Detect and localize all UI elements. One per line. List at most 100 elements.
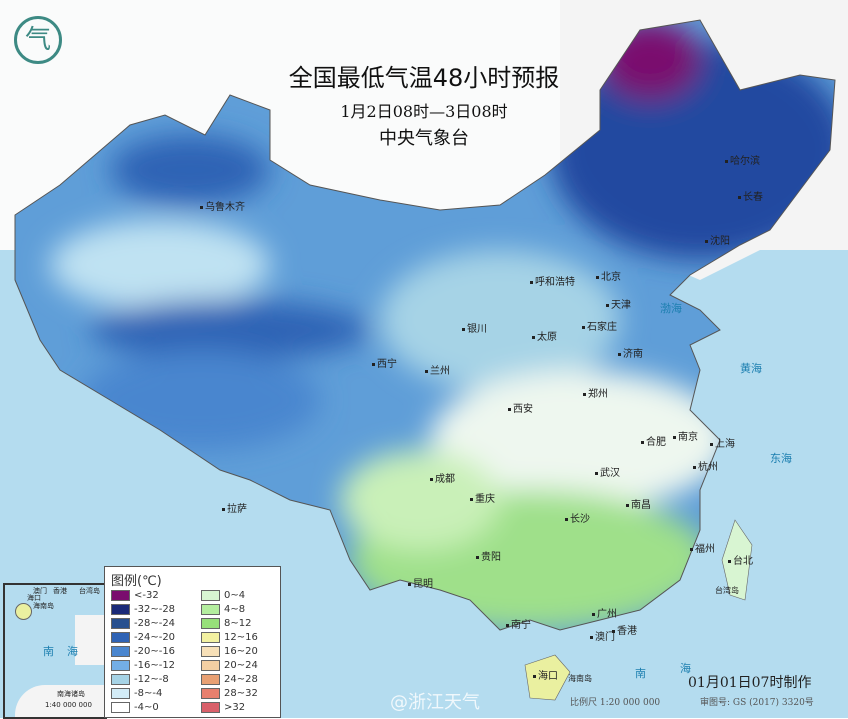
legend-label: >32 (224, 702, 246, 713)
city-label: 成都 (430, 470, 455, 485)
city-label: 长春 (738, 188, 763, 203)
legend-label: 28~32 (224, 688, 258, 699)
legend-item: -12~-8 (111, 673, 169, 686)
scale-label: 比例尺 1:20 000 000 (570, 698, 661, 708)
inset-land-south (15, 685, 105, 717)
legend-swatch (201, 646, 220, 657)
sea-label-south-1: 南 (635, 667, 646, 680)
city-label: 沈阳 (705, 232, 730, 247)
city-label: 广州 (592, 605, 617, 620)
city-label: 郑州 (583, 385, 608, 400)
legend-swatch (111, 646, 130, 657)
legend-swatch (111, 688, 130, 699)
city-label: 南宁 (506, 616, 531, 631)
legend-item: 12~16 (201, 631, 258, 644)
city-label: 西安 (508, 400, 533, 415)
legend-label: -20~-16 (134, 646, 176, 657)
south-sea-inset: 海口 海南岛 澳门 香港 台湾岛 南 海 南海诸岛 1:40 000 000 (3, 583, 107, 719)
sea-label-huanghai: 黄海 (740, 362, 762, 375)
legend-item: -24~-20 (111, 631, 175, 644)
legend-label: 20~24 (224, 660, 258, 671)
legend-label: -12~-8 (134, 674, 169, 685)
legend-item: 4~8 (201, 603, 245, 616)
legend-label: 16~20 (224, 646, 258, 657)
review-number: 审图号: GS (2017) 3320号 (700, 698, 814, 708)
legend-item: <-32 (111, 589, 159, 602)
taiwan-label: 台湾岛 (715, 586, 739, 595)
city-label: 南京 (673, 428, 698, 443)
city-label: 北京 (596, 268, 621, 283)
city-label: 昆明 (408, 575, 433, 590)
inset-macau: 澳门 (33, 587, 47, 595)
legend-swatch (201, 632, 220, 643)
legend-item: 8~12 (201, 617, 251, 630)
inset-hk: 香港 (53, 587, 67, 595)
logo-glyph: 气 (24, 25, 51, 55)
legend-label: -32~-28 (134, 604, 176, 615)
city-label: 长沙 (565, 510, 590, 525)
city-label: 香港 (612, 622, 637, 637)
legend-label: 4~8 (224, 604, 246, 615)
legend-swatch (201, 590, 220, 601)
inset-hainan (15, 603, 32, 620)
city-label: 合肥 (641, 433, 666, 448)
legend-swatch (111, 660, 130, 671)
legend-swatch (201, 660, 220, 671)
production-time: 01月01日07时制作 (688, 675, 812, 691)
legend-item: -32~-28 (111, 603, 175, 616)
city-label: 武汉 (595, 464, 620, 479)
city-label: 海口 (533, 667, 558, 682)
legend-swatch (111, 590, 130, 601)
legend-label: -24~-20 (134, 632, 176, 643)
city-label: 台北 (728, 552, 753, 567)
inset-haikou: 海口 (27, 594, 41, 602)
city-label: 乌鲁木齐 (200, 198, 245, 213)
legend-item: -16~-12 (111, 659, 175, 672)
sea-label-donghai: 东海 (770, 452, 792, 465)
legend-label: -4~0 (134, 702, 159, 713)
hainan-label: 海南岛 (568, 674, 592, 683)
legend-label: 12~16 (224, 632, 258, 643)
legend-item: -8~-4 (111, 687, 162, 700)
legend-swatch (111, 702, 130, 713)
inset-land (75, 615, 105, 665)
legend-label: 24~28 (224, 674, 258, 685)
city-label: 西宁 (372, 355, 397, 370)
legend-item: -4~0 (111, 701, 159, 714)
legend-swatch (111, 618, 130, 629)
inset-islands-label: 南海诸岛 (57, 690, 85, 698)
agency: 中央气象台 (379, 128, 469, 149)
legend-item: -28~-24 (111, 617, 175, 630)
legend-title: 图例(℃) (111, 574, 162, 589)
city-label: 银川 (462, 320, 487, 335)
inset-taiwan: 台湾岛 (79, 587, 100, 595)
legend-item: 20~24 (201, 659, 258, 672)
city-label: 天津 (606, 296, 631, 311)
city-label: 杭州 (693, 458, 718, 473)
city-label: 澳门 (590, 628, 615, 643)
city-label: 上海 (710, 435, 735, 450)
national-border (14, 19, 836, 631)
map-title: 全国最低气温48小时预报 (288, 64, 560, 92)
city-label: 太原 (532, 328, 557, 343)
inset-sea-1: 南 (43, 645, 54, 658)
watermark: @浙江天气 (390, 692, 480, 713)
city-label: 石家庄 (582, 318, 617, 333)
legend-swatch (111, 632, 130, 643)
city-label: 福州 (690, 540, 715, 555)
city-label: 重庆 (470, 490, 495, 505)
city-label: 哈尔滨 (725, 152, 760, 167)
city-label: 拉萨 (222, 500, 247, 515)
legend-label: 8~12 (224, 618, 252, 629)
legend-swatch (201, 618, 220, 629)
city-label: 贵阳 (476, 548, 501, 563)
city-label: 南昌 (626, 496, 651, 511)
city-label: 呼和浩特 (530, 273, 575, 288)
cma-logo: 气 (14, 16, 62, 64)
legend-swatch (201, 674, 220, 685)
legend: 图例(℃) <-32 -32~-28 -28~-24 -24~-20 -20~-16 -1… (104, 566, 281, 718)
legend-item: 24~28 (201, 673, 258, 686)
legend-item: 16~20 (201, 645, 258, 658)
